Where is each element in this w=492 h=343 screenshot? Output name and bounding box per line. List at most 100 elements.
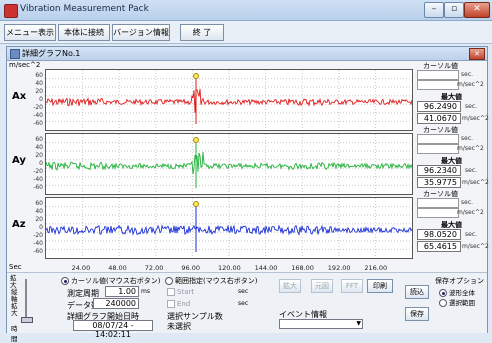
opt-range-label: 選択範囲 <box>449 299 475 307</box>
max-amplitude-unit: m/sec^2 <box>462 243 489 250</box>
waveform-trace <box>46 224 412 236</box>
opt-all-dot[interactable] <box>439 289 447 297</box>
axis-zoom-label: 縦軸拡大 <box>11 288 18 317</box>
max-sec-unit: sec. <box>465 231 478 238</box>
close-button[interactable]: ✕ <box>464 2 490 18</box>
y-tick-label: -40 <box>33 112 43 119</box>
waveform-plot-az[interactable] <box>45 197 413 259</box>
maximize-button[interactable]: ▫ <box>444 2 464 18</box>
max-value-label: 最大値 <box>441 221 462 229</box>
y-tick-label: 0 <box>39 160 43 167</box>
detail-graph-window: 詳細グラフNo.1 ✕ m/sec^2 Ax 60 40 20 0 -20 -40 -60 Ay… <box>6 46 489 343</box>
chk-start[interactable]: Start <box>167 288 194 296</box>
save-button[interactable]: 保存 <box>405 307 429 321</box>
chk-start-label: Start <box>177 288 195 296</box>
detail-graph-titlebar: 詳細グラフNo.1 ✕ <box>7 47 487 61</box>
peak-marker <box>193 73 199 79</box>
cursor-unit: m/sec^2 <box>457 209 484 216</box>
y-tick-label: 60 <box>35 72 43 79</box>
radio-cursor[interactable]: カーソル値(マウス右ボタン) <box>61 276 160 286</box>
chk-end-label: End <box>177 300 191 308</box>
chk-end[interactable]: End <box>167 300 190 308</box>
opt-all[interactable]: 波形全体 <box>439 287 475 297</box>
detail-graph-title: 詳細グラフNo.1 <box>22 49 81 58</box>
chk-start-box[interactable] <box>167 288 175 296</box>
opt-range[interactable]: 選択範囲 <box>439 297 475 307</box>
cursor-value-box <box>417 144 459 154</box>
chk-end-box[interactable] <box>167 300 175 308</box>
max-value-label: 最大値 <box>441 93 462 101</box>
channel-label-ax: Ax <box>12 91 27 102</box>
cursor-value-box <box>417 208 459 218</box>
subwindow-close-button[interactable]: ✕ <box>469 48 485 60</box>
original-button[interactable]: 元図 <box>311 279 333 293</box>
sample-value: 未選択 <box>167 322 191 331</box>
zoom-button[interactable]: 拡大 <box>279 279 301 293</box>
x-tick-label: 168.00 <box>291 264 314 272</box>
exit-button[interactable]: 終 了 <box>180 24 224 41</box>
minimize-button[interactable]: – <box>424 2 444 18</box>
cursor-value-label: カーソル値 <box>423 62 458 70</box>
max-amplitude-unit: m/sec^2 <box>462 115 489 122</box>
count-input[interactable]: 240000 <box>93 298 139 309</box>
y-tick-label: 0 <box>39 224 43 231</box>
fft-button[interactable]: FFT <box>341 279 363 293</box>
y-tick-label: 40 <box>35 144 43 151</box>
period-input[interactable]: 1.00 <box>105 286 139 297</box>
radio-cursor-label: カーソル値(マウス右ボタン) <box>71 277 161 285</box>
y-tick-label: 0 <box>39 96 43 103</box>
channel-value-panel: カーソル値 sec. m/sec^2 最大値 98.0520 sec. 65.4615 m/s… <box>415 189 489 253</box>
max-value: 96.2490 <box>417 101 461 112</box>
count-label: データ数 <box>67 301 99 310</box>
x-tick-label: 48.00 <box>108 264 127 272</box>
cursor-sec-unit: sec. <box>461 135 474 142</box>
menu-button[interactable]: メニュー表示 <box>4 24 56 41</box>
y-tick-label: 60 <box>35 136 43 143</box>
radio-range[interactable]: 範囲指定(マウス右ボタン) <box>165 276 257 286</box>
start-sec-unit: sec <box>238 288 249 295</box>
peak-marker <box>193 137 199 143</box>
event-select[interactable]: ▼ <box>279 319 363 329</box>
waveform-plot-ay[interactable] <box>45 133 413 195</box>
radio-cursor-dot[interactable] <box>61 277 69 285</box>
end-sec-unit: sec <box>238 300 249 307</box>
print-button[interactable]: 印刷 <box>367 279 393 293</box>
cursor-time-box <box>417 70 459 80</box>
radio-range-dot[interactable] <box>165 277 173 285</box>
x-tick-label: 144.00 <box>254 264 278 272</box>
cursor-value-box <box>417 80 459 90</box>
title-bar: Vibration Measurement Pack – ▫ ✕ <box>0 0 492 21</box>
opt-range-dot[interactable] <box>439 299 447 307</box>
y-tick-label: 40 <box>35 208 43 215</box>
x-tick-label: 120.00 <box>218 264 241 272</box>
channel-value-panel: カーソル値 sec. m/sec^2 最大値 96.2490 sec. 41.0670 m/s… <box>415 61 489 125</box>
x-tick-label: 192.00 <box>327 264 351 272</box>
time-label: 時間 <box>11 325 18 343</box>
zoom-slider-track[interactable] <box>25 279 27 323</box>
max-amplitude-unit: m/sec^2 <box>462 179 489 186</box>
start-input[interactable]: 08/07/24 - 14:02:11 <box>73 320 153 339</box>
load-button[interactable]: 読込 <box>405 285 429 299</box>
cursor-sec-unit: sec. <box>461 71 474 78</box>
y-tick-label: -60 <box>33 184 43 191</box>
period-label: 測定周期 <box>67 289 99 298</box>
control-area: 拡大 縦軸拡大 時間 カーソル値(マウス右ボタン) 範囲指定(マウス右ボタン) … <box>7 272 487 343</box>
max-amplitude: 35.9775 <box>417 177 461 188</box>
sample-label: 選択サンプル数 <box>167 312 223 321</box>
cursor-unit: m/sec^2 <box>457 81 484 88</box>
version-button[interactable]: バージョン情報 <box>112 24 170 41</box>
x-tick-label: 24.00 <box>71 264 91 272</box>
cursor-time-box <box>417 134 459 144</box>
zoom-slider-thumb[interactable] <box>21 317 33 323</box>
y-unit-label: m/sec^2 <box>9 61 41 69</box>
connect-button[interactable]: 本体に接続 <box>58 24 110 41</box>
max-value-label: 最大値 <box>441 157 462 165</box>
peak-marker <box>193 201 199 207</box>
waveform-plot-ax[interactable] <box>45 69 413 131</box>
radio-range-label: 範囲指定(マウス右ボタン) <box>175 277 258 285</box>
window-title: Vibration Measurement Pack <box>20 4 149 14</box>
y-tick-label: -60 <box>33 120 43 127</box>
y-tick-label: -20 <box>33 232 43 239</box>
max-amplitude: 41.0670 <box>417 113 461 124</box>
y-tick-label: 40 <box>35 80 43 87</box>
